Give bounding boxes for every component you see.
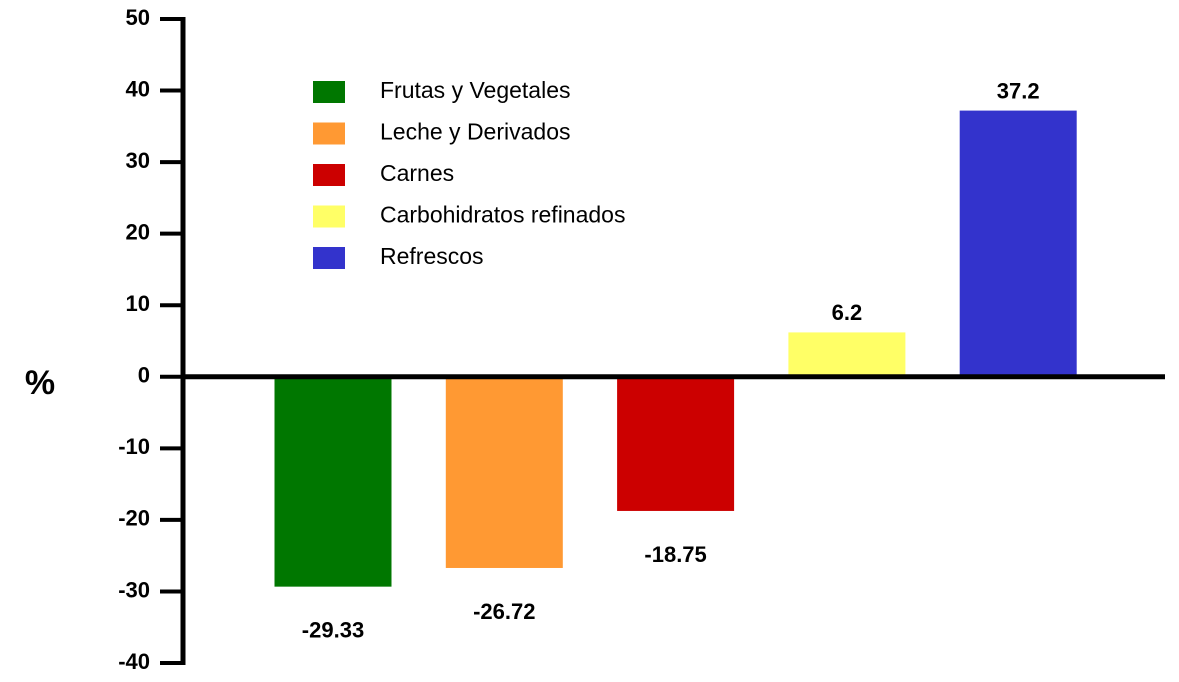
y-tick-label: 50 (126, 5, 150, 30)
bar (788, 332, 906, 377)
legend-swatch (313, 205, 345, 228)
value-label: -18.75 (644, 542, 706, 567)
y-tick-label: 40 (126, 76, 150, 101)
value-label: -26.72 (473, 599, 535, 624)
legend-label: Carnes (380, 160, 454, 186)
legend-swatch (313, 122, 345, 145)
legend-label: Carbohidratos refinados (380, 202, 625, 228)
y-tick-label: 30 (126, 148, 150, 173)
legend-swatch (313, 247, 345, 269)
legend-label: Leche y Derivados (380, 119, 571, 145)
y-tick-label: -30 (118, 577, 150, 602)
y-tick-label: 10 (126, 291, 150, 316)
value-label: 6.2 (832, 300, 863, 325)
legend-swatch (313, 164, 345, 186)
y-tick-label: 0 (138, 363, 150, 388)
legend-label: Frutas y Vegetales (380, 77, 571, 103)
y-tick-label: -40 (118, 649, 150, 674)
bar (617, 376, 735, 511)
bar (959, 110, 1077, 377)
legend-label: Refrescos (380, 243, 484, 269)
y-tick-label: 20 (126, 219, 150, 244)
bar (445, 376, 563, 568)
value-label: -29.33 (302, 617, 364, 642)
legend-swatch (313, 81, 345, 103)
y-axis-label: % (25, 364, 55, 402)
bar (274, 376, 392, 587)
y-tick-label: -10 (118, 434, 150, 459)
y-tick-label: -20 (118, 506, 150, 531)
value-label: 37.2 (997, 78, 1040, 103)
